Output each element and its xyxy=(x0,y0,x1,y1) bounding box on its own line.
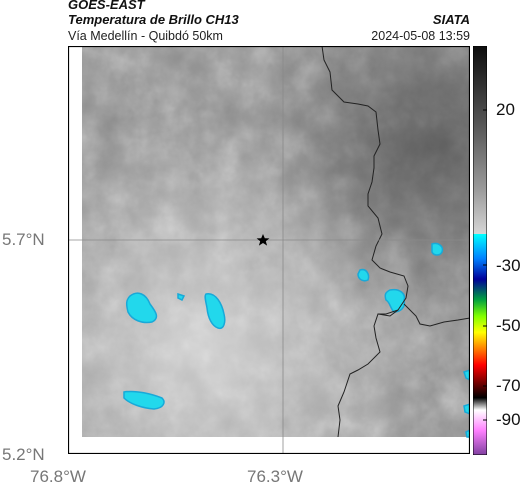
colorbar-label: -90 xyxy=(496,410,521,429)
satellite-image xyxy=(82,46,470,437)
graticule xyxy=(68,46,470,454)
colorbar-label: -30 xyxy=(496,256,521,275)
cloud-patch xyxy=(431,242,444,256)
map-frame xyxy=(68,46,470,454)
product-title: Temperatura de Brillo CH13 xyxy=(68,12,239,27)
temperature-colorbar xyxy=(473,46,487,455)
brightness-temperature-map xyxy=(68,46,470,454)
cloud-patch xyxy=(177,292,186,302)
cloud-patch xyxy=(125,292,158,324)
colorbar-fill xyxy=(473,46,487,455)
colorbar-label: -70 xyxy=(496,376,521,395)
cold-cloud-patches xyxy=(123,242,470,438)
cloud-patch xyxy=(204,293,226,330)
lon-label-right: 76.3°W xyxy=(247,467,303,486)
agency-label: SIATA xyxy=(432,12,470,27)
cloud-patch xyxy=(357,268,370,282)
cloud-patch xyxy=(463,369,470,381)
cloud-patch xyxy=(123,390,165,410)
department-borders xyxy=(321,46,470,438)
datetime-label: 2024-05-08 13:59 xyxy=(371,29,470,43)
cloud-patch xyxy=(384,288,406,313)
lat-label-upper: 5.7°N xyxy=(2,230,45,249)
lat-label-lower: 5.2°N xyxy=(2,445,45,464)
cloud-patch xyxy=(463,403,470,415)
satellite-title: GOES-EAST xyxy=(68,0,145,12)
star-icon xyxy=(256,234,270,246)
colorbar-label: -50 xyxy=(496,316,521,335)
region-label: Vía Medellín - Quibdó 50km xyxy=(68,29,223,43)
colorbar-label: 20 xyxy=(496,100,515,119)
lon-label-left: 76.8°W xyxy=(30,467,86,486)
